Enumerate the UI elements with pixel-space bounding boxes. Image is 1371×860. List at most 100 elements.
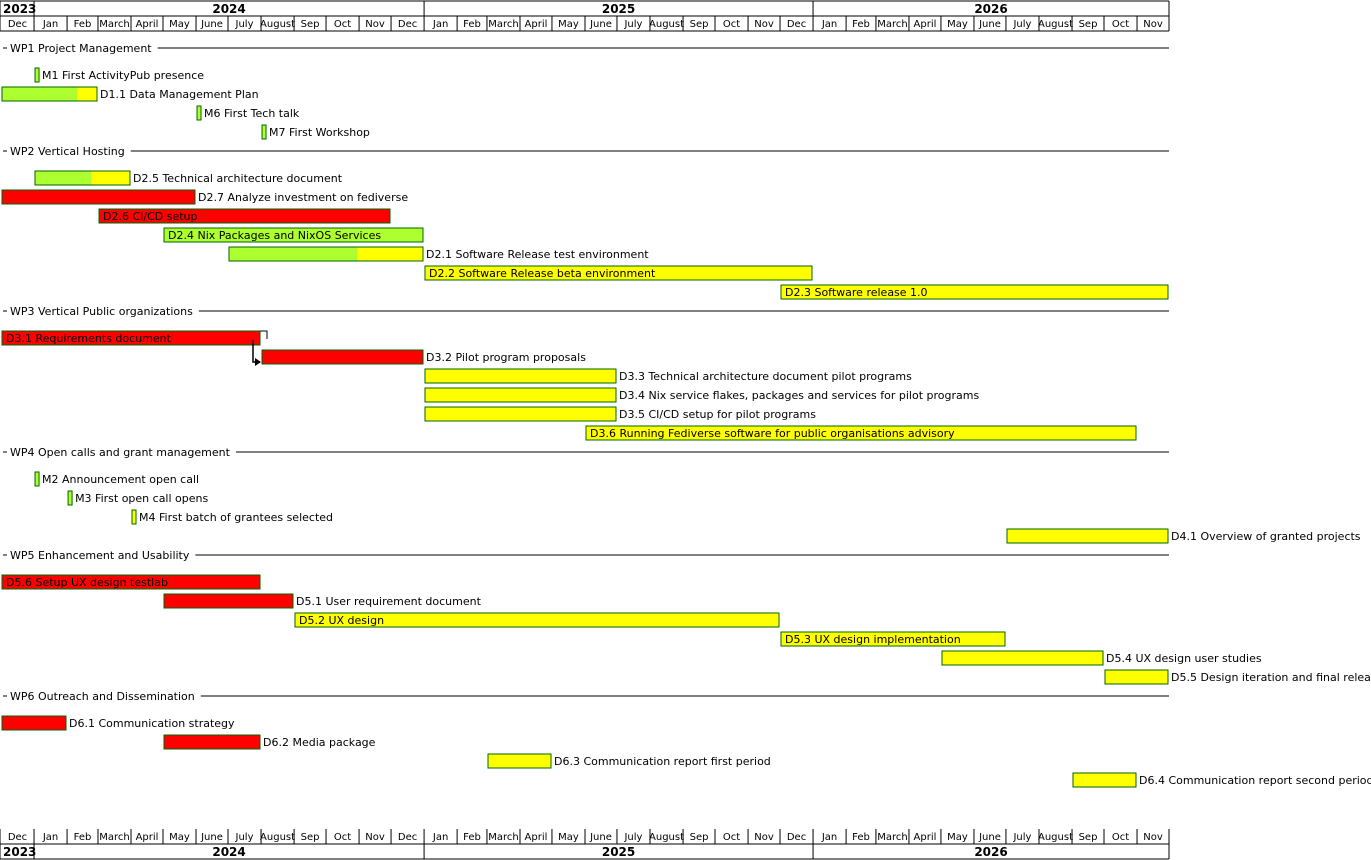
bar-outline-d1-1	[1, 86, 98, 102]
task-label: D5.4 UX design user studies	[1106, 652, 1262, 665]
month-tick-label: June	[200, 19, 223, 30]
milestone-m7	[261, 124, 267, 140]
task-label: D3.3 Technical architecture document pil…	[619, 370, 912, 383]
bar-outline-d2-1	[228, 246, 424, 262]
task-label: D6.4 Communication report second period	[1139, 774, 1371, 787]
task-label: D2.6 CI/CD setup	[103, 210, 198, 223]
task-label: M4 First batch of grantees selected	[139, 511, 333, 524]
month-tick-label: May	[558, 832, 579, 843]
timeline-axis-top: Dec Jan Feb March April May June July August Sep O…	[0, 0, 1170, 32]
month-tick-label: August	[1038, 19, 1073, 30]
workpackage-title: WP3 Vertical Public organizations	[10, 305, 193, 318]
task-label: D5.6 Setup UX design testlab	[6, 576, 168, 589]
task-label: D2.7 Analyze investment on fediverse	[198, 191, 408, 204]
year-tick-label: 2024	[212, 845, 245, 859]
month-tick-label: Jan	[432, 832, 448, 843]
bar-d6-1	[2, 716, 66, 730]
year-tick-label: 2026	[974, 845, 1007, 859]
bar-outline-d3-1	[1, 330, 261, 346]
month-tick-label: Feb	[463, 19, 481, 30]
month-tick-label: Sep	[301, 832, 320, 843]
year-tick-label: 2024	[212, 2, 245, 16]
task-label: D1.1 Data Management Plan	[100, 88, 259, 101]
dependency-arrow	[252, 330, 268, 366]
month-tick-label: April	[525, 832, 548, 843]
task-label: D3.1 Requirements document	[6, 332, 172, 345]
dependency-connector	[260, 330, 268, 339]
workpackage-group: WP5 Enhancement and Usability D5.6 Setup …	[1, 549, 1371, 685]
month-tick-label: Feb	[852, 832, 870, 843]
workpackage-title: WP1 Project Management	[10, 42, 152, 55]
workpackage-group: WP2 Vertical Hosting D2.5 Technical archi…	[1, 145, 1169, 300]
bar-outline-d2-4	[163, 227, 424, 243]
month-tick-label: July	[235, 19, 254, 30]
bar-d3-3	[425, 369, 616, 383]
month-tick-label: March	[99, 19, 129, 30]
task-label: D2.4 Nix Packages and NixOS Services	[168, 229, 381, 242]
task-label: D6.3 Communication report first period	[554, 755, 771, 768]
workpackage-group: WP1 Project Management M1 First ActivityP…	[1, 42, 1169, 140]
task-label: D5.2 UX design	[299, 614, 384, 627]
workpackage-title: WP4 Open calls and grant management	[10, 446, 231, 459]
task-label: D6.2 Media package	[263, 736, 376, 749]
task-label: D6.1 Communication strategy	[69, 717, 235, 730]
milestone-m2	[34, 471, 40, 487]
month-tick-label: Oct	[723, 19, 740, 30]
month-tick-label: Jan	[821, 19, 837, 30]
bar-d5-4	[942, 651, 1103, 665]
month-tick-label: May	[947, 19, 968, 30]
bar-outline-d6-3	[487, 753, 552, 769]
year-tick-label: 2025	[602, 2, 635, 16]
month-tick-label: July	[235, 832, 254, 843]
bar-outline-d5-3	[780, 631, 1006, 647]
bar-d5-3	[781, 632, 1005, 646]
month-tick-label: April	[914, 832, 937, 843]
bar-outline-d5-5	[1104, 669, 1169, 685]
task-label: M1 First ActivityPub presence	[42, 69, 204, 82]
month-tick-label: August	[649, 832, 684, 843]
month-tick-label: Jan	[821, 832, 837, 843]
month-tick-label: Nov	[1143, 19, 1163, 30]
month-tick-label: Feb	[74, 19, 92, 30]
month-tick-label: Oct	[723, 832, 740, 843]
month-tick-label: Nov	[1143, 832, 1163, 843]
workpackage-title: WP6 Outreach and Dissemination	[10, 690, 195, 703]
task-label: D3.5 CI/CD setup for pilot programs	[619, 408, 816, 421]
month-tick-label: Nov	[365, 832, 385, 843]
bar-outline-d3-6	[585, 425, 1137, 441]
bar-remaining-d2-1	[357, 247, 423, 261]
month-tick-label: Dec	[787, 832, 806, 843]
month-tick-label: May	[169, 832, 190, 843]
month-tick-label: Oct	[1112, 19, 1129, 30]
month-tick-label: Oct	[334, 19, 351, 30]
workpackage-group: WP4 Open calls and grant management M2 An…	[3, 446, 1361, 544]
gantt-rows: WP1 Project Management M1 First ActivityP…	[1, 42, 1371, 788]
bar-outline-d5-6	[1, 574, 261, 590]
month-tick-label: May	[947, 832, 968, 843]
month-tick-label: Sep	[690, 832, 709, 843]
bar-remaining-d1-1	[77, 87, 97, 101]
bar-d2-6	[99, 209, 390, 223]
task-label: D2.5 Technical architecture document	[133, 172, 343, 185]
month-tick-label: August	[1038, 832, 1073, 843]
bar-outline-d4-1	[1006, 528, 1169, 544]
timeline-axis-bottom: Dec Jan Feb March April May June July August Sep O…	[0, 829, 1170, 860]
workpackage-group: WP6 Outreach and Dissemination D6.1 Commu…	[1, 690, 1371, 788]
year-tick-label: 2026	[974, 2, 1007, 16]
month-tick-label: August	[260, 832, 295, 843]
month-tick-label: July	[623, 19, 642, 30]
month-tick-label: Jan	[42, 19, 58, 30]
bar-d4-1	[1007, 529, 1168, 543]
milestone-m4	[131, 509, 137, 525]
task-label: D2.1 Software Release test environment	[426, 248, 649, 261]
bar-outline-d6-1	[1, 715, 67, 731]
month-tick-label: Sep	[690, 19, 709, 30]
task-label: D5.3 UX design implementation	[785, 633, 961, 646]
workpackage-group: WP3 Vertical Public organizations D3.1 Re…	[1, 305, 1169, 441]
task-label: D3.6 Running Fediverse software for publ…	[590, 427, 955, 440]
month-tick-label: May	[169, 19, 190, 30]
month-tick-label: Feb	[463, 832, 481, 843]
bar-outline-d5-4	[941, 650, 1104, 666]
month-tick-label: Feb	[852, 19, 870, 30]
month-tick-label: June	[589, 19, 612, 30]
